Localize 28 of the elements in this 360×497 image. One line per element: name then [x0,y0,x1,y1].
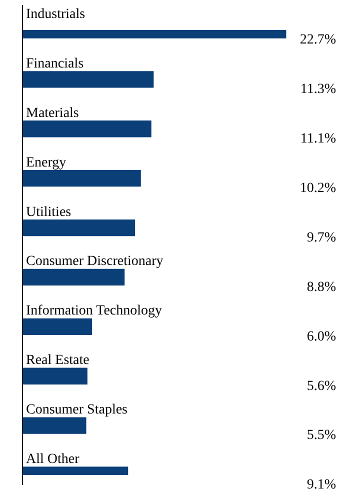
y-tick-label: Consumer Staples [26,402,128,418]
data-label: 6.0% [306,329,336,344]
data-label: 9.7% [306,230,336,246]
data-label: 8.8% [306,280,336,295]
bar [22,318,92,335]
data-label: 9.1% [306,478,336,493]
y-tick-label: Energy [26,155,66,170]
bar [22,170,141,187]
y-tick-label: Financials [26,56,84,72]
data-label: 10.2% [300,181,336,196]
data-label: 22.7% [300,32,336,48]
data-label: 5.6% [306,378,336,394]
bar [22,71,154,88]
y-tick-label: Utilities [26,204,72,220]
bar [22,368,88,384]
bar [22,120,152,138]
data-label: 5.5% [306,428,336,444]
data-label: 11.3% [300,82,336,98]
y-tick-label: Consumer Discretionary [26,254,164,270]
y-tick-label: Materials [26,106,79,121]
bar [22,268,125,286]
y-tick-label: Information Technology [26,304,162,319]
bar [22,219,136,236]
y-tick-label: Industrials [26,7,86,22]
bar [22,417,86,434]
data-label: 11.1% [300,132,336,147]
y-tick-label: Real Estate [26,353,90,368]
y-tick-label: All Other [26,452,80,467]
